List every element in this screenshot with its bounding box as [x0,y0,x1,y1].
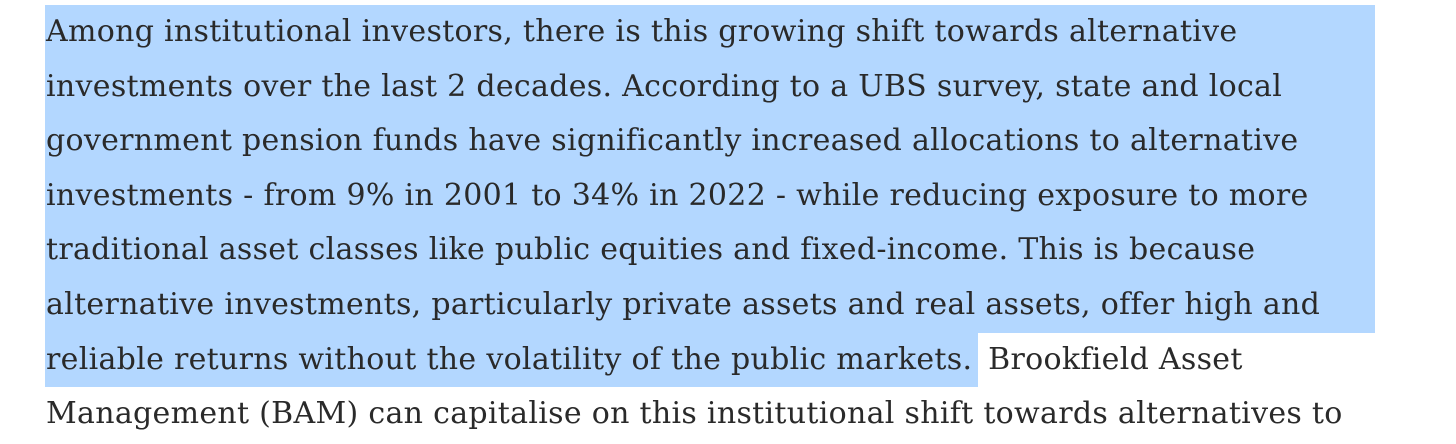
line-text: traditional asset classes like public eq… [46,232,1256,268]
paragraph-line-selected: government pension funds have significan… [45,114,1375,169]
paragraph-line-partial: reliable returns without the volatility … [45,332,1376,388]
line-text: Among institutional investors, there is … [46,14,1238,49]
line-text: investments over the last 2 decades. Acc… [46,68,1283,104]
line-text: investments - from 9% in 2001 to 34% in … [46,177,1309,213]
article-paragraph: Among institutional investors, there is … [45,5,1376,442]
paragraph-line-selected: Among institutional investors, there is … [45,5,1375,60]
paragraph-line-selected: traditional asset classes like public eq… [45,223,1375,278]
paragraph-line: Management (BAM) can capitalise on this … [46,387,1376,442]
selected-text: reliable returns without the volatility … [45,332,979,388]
line-text: alternative investments, particularly pr… [46,286,1321,322]
line-text: government pension funds have significan… [46,123,1299,159]
paragraph-line-selected: investments over the last 2 decades. Acc… [45,59,1375,115]
paragraph-line-selected: investments - from 9% in 2001 to 34% in … [45,168,1375,224]
unselected-text: Brookfield Asset [978,341,1243,377]
line-text: Management (BAM) can capitalise on this … [46,396,1343,432]
paragraph-line-selected: alternative investments, particularly pr… [45,277,1375,333]
